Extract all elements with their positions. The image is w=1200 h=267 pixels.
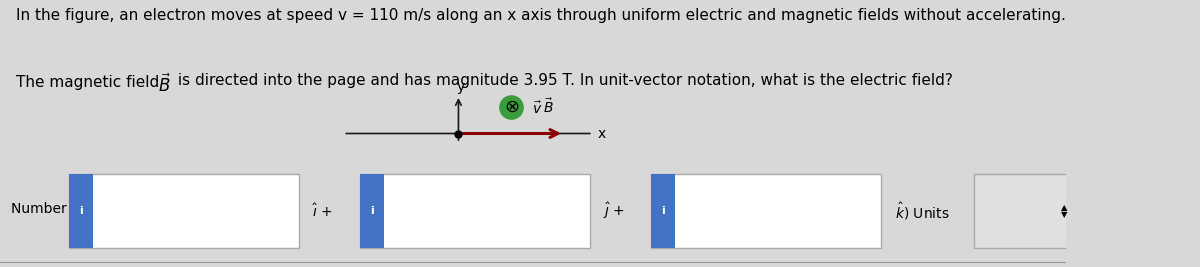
Text: $\otimes$: $\otimes$ bbox=[504, 98, 518, 116]
FancyBboxPatch shape bbox=[360, 174, 589, 248]
FancyBboxPatch shape bbox=[70, 174, 92, 248]
Text: i: i bbox=[661, 206, 665, 216]
Point bbox=[502, 105, 521, 109]
Text: ▲
▼: ▲ ▼ bbox=[1061, 203, 1067, 219]
Text: is directed into the page and has magnitude 3.95 T. In unit-vector notation, wha: is directed into the page and has magnit… bbox=[173, 73, 953, 88]
Text: $\vec{B}$: $\vec{B}$ bbox=[544, 98, 554, 116]
FancyBboxPatch shape bbox=[974, 174, 1075, 248]
FancyBboxPatch shape bbox=[652, 174, 881, 248]
Text: $\vec{B}$: $\vec{B}$ bbox=[157, 73, 172, 96]
FancyBboxPatch shape bbox=[360, 174, 384, 248]
Text: x: x bbox=[598, 127, 606, 140]
Text: $\vec{v}$: $\vec{v}$ bbox=[532, 101, 542, 117]
FancyBboxPatch shape bbox=[652, 174, 674, 248]
FancyBboxPatch shape bbox=[70, 174, 299, 248]
Text: Number (: Number ( bbox=[11, 201, 77, 215]
Text: $\hat{k}$) Units: $\hat{k}$) Units bbox=[894, 200, 949, 222]
Text: The magnetic field: The magnetic field bbox=[16, 75, 169, 90]
Text: In the figure, an electron moves at speed v = 110 m/s along an x axis through un: In the figure, an electron moves at spee… bbox=[16, 8, 1066, 23]
Text: i: i bbox=[79, 206, 83, 216]
Text: $\hat{\imath}$ +: $\hat{\imath}$ + bbox=[312, 202, 332, 219]
Text: i: i bbox=[371, 206, 374, 216]
Text: y: y bbox=[456, 80, 464, 94]
Text: $\hat{\jmath}$ +: $\hat{\jmath}$ + bbox=[604, 201, 625, 221]
